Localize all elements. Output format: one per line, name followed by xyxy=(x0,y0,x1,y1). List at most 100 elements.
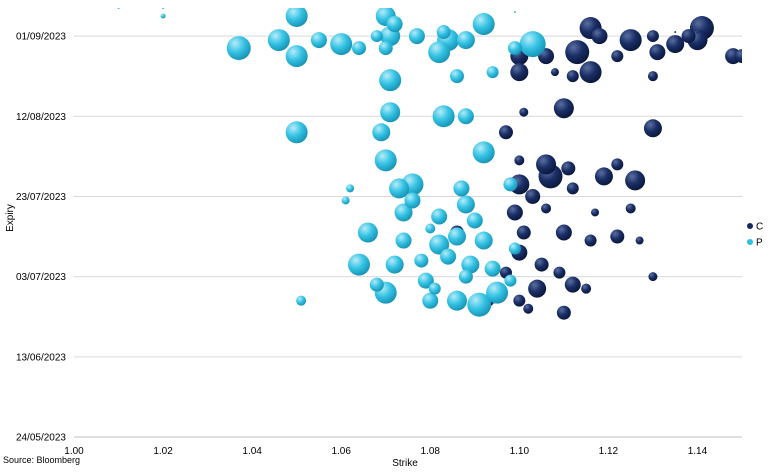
bubble-c xyxy=(666,35,685,54)
bubble-p xyxy=(417,272,434,289)
bubble-c xyxy=(523,303,534,314)
bubble-c xyxy=(635,236,644,245)
bubble-p xyxy=(508,242,521,255)
y-tick-label: 13/06/2023 xyxy=(16,352,66,363)
bubble-p xyxy=(428,282,441,295)
x-tick-label: 1.04 xyxy=(242,446,262,457)
bubble-p xyxy=(504,274,517,287)
bubble-c xyxy=(584,234,597,247)
bubble-c xyxy=(536,154,557,175)
bubble-p xyxy=(380,102,401,123)
bubble-p xyxy=(374,149,397,172)
legend-label-c: C xyxy=(756,222,763,233)
x-axis: 1.00 1.02 1.04 1.06 1.08 1.10 1.12 1.14 xyxy=(64,446,707,457)
bubble-p xyxy=(285,121,308,144)
bubble-p xyxy=(449,69,464,84)
bubble-c xyxy=(649,44,666,61)
bubble-c xyxy=(519,107,529,117)
legend-marker-c xyxy=(747,223,753,229)
bubble-p xyxy=(446,290,467,311)
bubble-p xyxy=(408,28,425,45)
bubble-p xyxy=(456,31,475,50)
bubble-p xyxy=(285,8,308,28)
bubble-layer xyxy=(117,8,742,320)
bubble-c xyxy=(579,61,602,84)
y-axis: 24/05/2023 13/06/2023 03/07/2023 23/07/2023… xyxy=(16,32,66,444)
y-tick-label: 03/07/2023 xyxy=(16,272,66,283)
bubble-p xyxy=(431,208,448,225)
bubble-p xyxy=(357,222,378,243)
y-axis-title: Expiry xyxy=(5,204,16,232)
bubble-c xyxy=(566,70,579,83)
bubble-p xyxy=(414,253,429,268)
bubble-p xyxy=(386,16,403,33)
bubble-p xyxy=(352,41,367,56)
bubble-c xyxy=(553,266,566,279)
bubble-p xyxy=(378,41,393,56)
bubble-c xyxy=(591,28,608,45)
bubble-c xyxy=(594,167,613,186)
bubble-p xyxy=(404,192,421,209)
x-tick-label: 1.12 xyxy=(599,446,619,457)
source-note: Source: Bloomberg xyxy=(3,455,81,465)
bubble-p xyxy=(348,253,371,276)
bubble-c xyxy=(525,188,541,204)
bubble-p xyxy=(422,292,439,309)
y-tick-label: 01/09/2023 xyxy=(16,32,66,43)
bubble-c xyxy=(681,29,696,44)
bubble-p xyxy=(456,195,475,214)
bubble-c xyxy=(555,224,572,241)
legend-marker-p xyxy=(747,239,753,245)
bubble-c xyxy=(550,68,559,77)
bubble-p xyxy=(429,234,450,255)
bubble-p xyxy=(513,11,516,14)
bubble-c xyxy=(565,40,590,65)
x-tick-label: 1.06 xyxy=(331,446,351,457)
bubble-p xyxy=(395,232,412,249)
x-tick-label: 1.02 xyxy=(153,446,173,457)
bubble-c xyxy=(591,208,600,217)
bubble-c xyxy=(611,50,624,63)
bubble-c xyxy=(561,161,576,176)
bubble-p xyxy=(461,255,480,274)
bubble-c xyxy=(735,49,742,64)
bubble-p xyxy=(341,196,350,205)
bubble-p xyxy=(346,184,355,193)
bubble-c xyxy=(696,31,699,34)
bubble-c xyxy=(643,119,662,138)
x-tick-label: 1.08 xyxy=(421,446,441,457)
bubble-p xyxy=(389,178,410,199)
bubble-c xyxy=(625,170,646,191)
bubble-p xyxy=(440,248,457,265)
bubble-p xyxy=(447,227,466,246)
bubble-p xyxy=(372,123,391,142)
bubble-p xyxy=(285,45,308,68)
bubble-c xyxy=(647,71,658,82)
y-tick-label: 23/07/2023 xyxy=(16,192,66,203)
bubble-p xyxy=(379,69,402,92)
bubble-c xyxy=(498,125,513,140)
bubble-c xyxy=(506,204,523,221)
bubble-c xyxy=(528,279,547,298)
bubble-c xyxy=(513,294,526,307)
bubble-p xyxy=(432,105,455,128)
bubble-c xyxy=(610,229,625,244)
bubble-c xyxy=(541,203,552,214)
bubble-p xyxy=(428,41,451,64)
bubble-p xyxy=(484,260,501,277)
x-tick-label: 1.14 xyxy=(688,446,708,457)
bubble-c xyxy=(516,225,531,240)
bubble-p xyxy=(472,13,495,36)
bubble-p xyxy=(394,203,413,222)
bubble-p xyxy=(425,223,436,234)
y-tick-label: 12/08/2023 xyxy=(16,112,66,123)
bubble-p xyxy=(296,295,307,306)
bubble-c xyxy=(534,257,549,272)
bubble-c xyxy=(619,29,642,52)
bubble-c xyxy=(648,272,658,282)
bubble-p xyxy=(503,177,518,192)
bubble-p xyxy=(369,277,384,292)
bubble-p xyxy=(436,25,451,40)
bubble-p xyxy=(160,13,166,19)
